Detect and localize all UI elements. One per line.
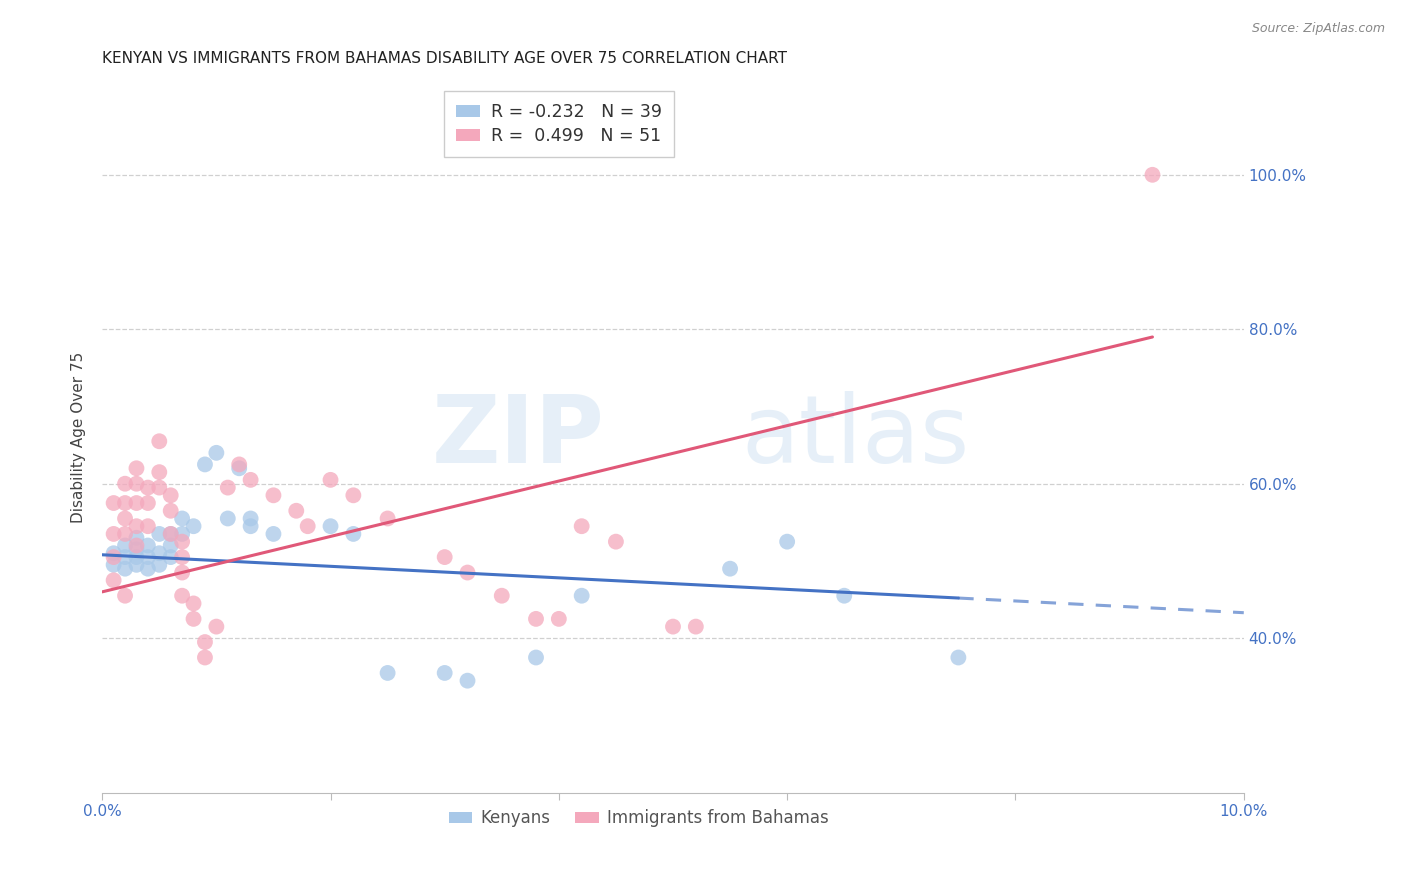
Point: [125, 531, 148, 545]
Point: [433, 550, 456, 565]
Point: [239, 511, 262, 525]
Point: [183, 596, 205, 610]
Point: [662, 619, 685, 633]
Point: [114, 562, 136, 576]
Point: [948, 650, 970, 665]
Point: [136, 550, 159, 565]
Point: [205, 619, 228, 633]
Point: [217, 481, 239, 495]
Point: [103, 527, 125, 541]
Point: [125, 496, 148, 510]
Point: [228, 461, 250, 475]
Point: [1142, 168, 1164, 182]
Point: [605, 534, 627, 549]
Point: [103, 558, 125, 572]
Point: [172, 527, 194, 541]
Point: [524, 650, 547, 665]
Point: [159, 550, 181, 565]
Text: Source: ZipAtlas.com: Source: ZipAtlas.com: [1251, 22, 1385, 36]
Point: [114, 550, 136, 565]
Point: [103, 550, 125, 565]
Point: [217, 511, 239, 525]
Point: [319, 519, 342, 533]
Point: [148, 546, 170, 560]
Point: [547, 612, 569, 626]
Point: [228, 458, 250, 472]
Point: [148, 481, 170, 495]
Point: [136, 481, 159, 495]
Point: [172, 511, 194, 525]
Point: [183, 519, 205, 533]
Point: [832, 589, 855, 603]
Point: [285, 504, 308, 518]
Point: [114, 496, 136, 510]
Point: [524, 612, 547, 626]
Point: [114, 539, 136, 553]
Text: atlas: atlas: [741, 392, 970, 483]
Point: [172, 534, 194, 549]
Point: [342, 527, 364, 541]
Point: [377, 511, 399, 525]
Point: [377, 665, 399, 680]
Point: [125, 461, 148, 475]
Point: [172, 566, 194, 580]
Point: [457, 566, 479, 580]
Point: [103, 546, 125, 560]
Point: [148, 465, 170, 479]
Point: [125, 476, 148, 491]
Point: [205, 446, 228, 460]
Point: [718, 562, 741, 576]
Point: [571, 589, 593, 603]
Point: [125, 542, 148, 557]
Point: [114, 511, 136, 525]
Point: [433, 665, 456, 680]
Point: [159, 527, 181, 541]
Point: [319, 473, 342, 487]
Point: [136, 519, 159, 533]
Point: [194, 458, 217, 472]
Point: [125, 539, 148, 553]
Point: [342, 488, 364, 502]
Point: [159, 504, 181, 518]
Point: [136, 539, 159, 553]
Y-axis label: Disability Age Over 75: Disability Age Over 75: [72, 351, 86, 523]
Point: [239, 473, 262, 487]
Point: [148, 434, 170, 449]
Point: [148, 527, 170, 541]
Point: [491, 589, 513, 603]
Point: [776, 534, 799, 549]
Point: [239, 519, 262, 533]
Point: [172, 550, 194, 565]
Point: [148, 558, 170, 572]
Point: [159, 527, 181, 541]
Point: [297, 519, 319, 533]
Point: [685, 619, 707, 633]
Text: ZIP: ZIP: [432, 392, 605, 483]
Point: [114, 589, 136, 603]
Point: [457, 673, 479, 688]
Point: [136, 496, 159, 510]
Point: [194, 650, 217, 665]
Point: [103, 496, 125, 510]
Point: [125, 550, 148, 565]
Point: [159, 539, 181, 553]
Point: [183, 612, 205, 626]
Point: [262, 488, 284, 502]
Point: [136, 562, 159, 576]
Point: [125, 558, 148, 572]
Point: [159, 488, 181, 502]
Point: [194, 635, 217, 649]
Point: [125, 519, 148, 533]
Legend: Kenyans, Immigrants from Bahamas: Kenyans, Immigrants from Bahamas: [441, 803, 835, 834]
Point: [114, 527, 136, 541]
Point: [571, 519, 593, 533]
Point: [114, 476, 136, 491]
Point: [262, 527, 284, 541]
Point: [103, 574, 125, 588]
Point: [172, 589, 194, 603]
Text: KENYAN VS IMMIGRANTS FROM BAHAMAS DISABILITY AGE OVER 75 CORRELATION CHART: KENYAN VS IMMIGRANTS FROM BAHAMAS DISABI…: [103, 51, 787, 66]
